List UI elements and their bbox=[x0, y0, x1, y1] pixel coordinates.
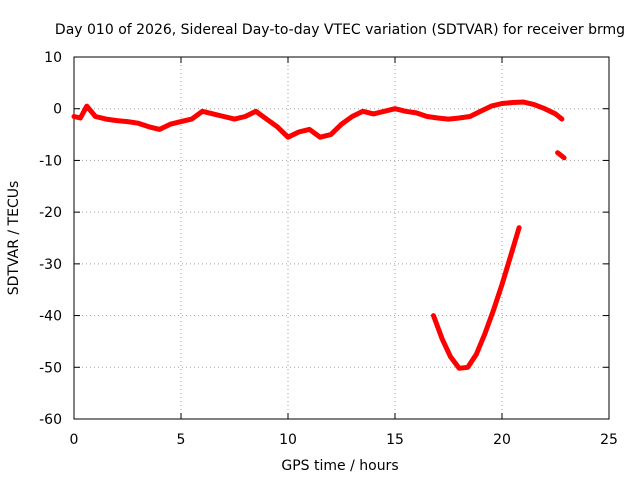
x-tick-label: 5 bbox=[177, 432, 186, 448]
y-tick-label: -10 bbox=[39, 153, 62, 169]
x-tick-label: 0 bbox=[70, 432, 79, 448]
y-tick-label: 0 bbox=[53, 102, 62, 118]
y-tick-label: -20 bbox=[39, 205, 62, 221]
y-axis-label: SDTVAR / TECUs bbox=[6, 181, 22, 296]
x-tick-label: 15 bbox=[386, 432, 404, 448]
y-tick-label: -50 bbox=[39, 360, 62, 376]
series-dip-curve bbox=[431, 225, 522, 371]
x-tick-label: 25 bbox=[600, 432, 618, 448]
plot-frame bbox=[73, 56, 610, 420]
x-axis: 0 5 10 15 20 25 bbox=[70, 57, 618, 448]
series-main-trace bbox=[71, 99, 565, 140]
series-group bbox=[71, 99, 567, 371]
series-tail-segment bbox=[555, 150, 567, 161]
grid bbox=[74, 57, 609, 419]
y-axis: 10 0 -10 -20 -30 -40 -50 -60 bbox=[39, 50, 609, 428]
x-tick-label: 10 bbox=[279, 432, 297, 448]
y-tick-label: -60 bbox=[39, 412, 62, 428]
y-tick-label: -30 bbox=[39, 257, 62, 273]
y-tick-label: -40 bbox=[39, 309, 62, 325]
x-tick-label: 20 bbox=[493, 432, 511, 448]
x-axis-label: GPS time / hours bbox=[281, 458, 398, 474]
chart-title: Day 010 of 2026, Sidereal Day-to-day VTE… bbox=[55, 22, 625, 38]
y-tick-label: 10 bbox=[44, 50, 62, 66]
